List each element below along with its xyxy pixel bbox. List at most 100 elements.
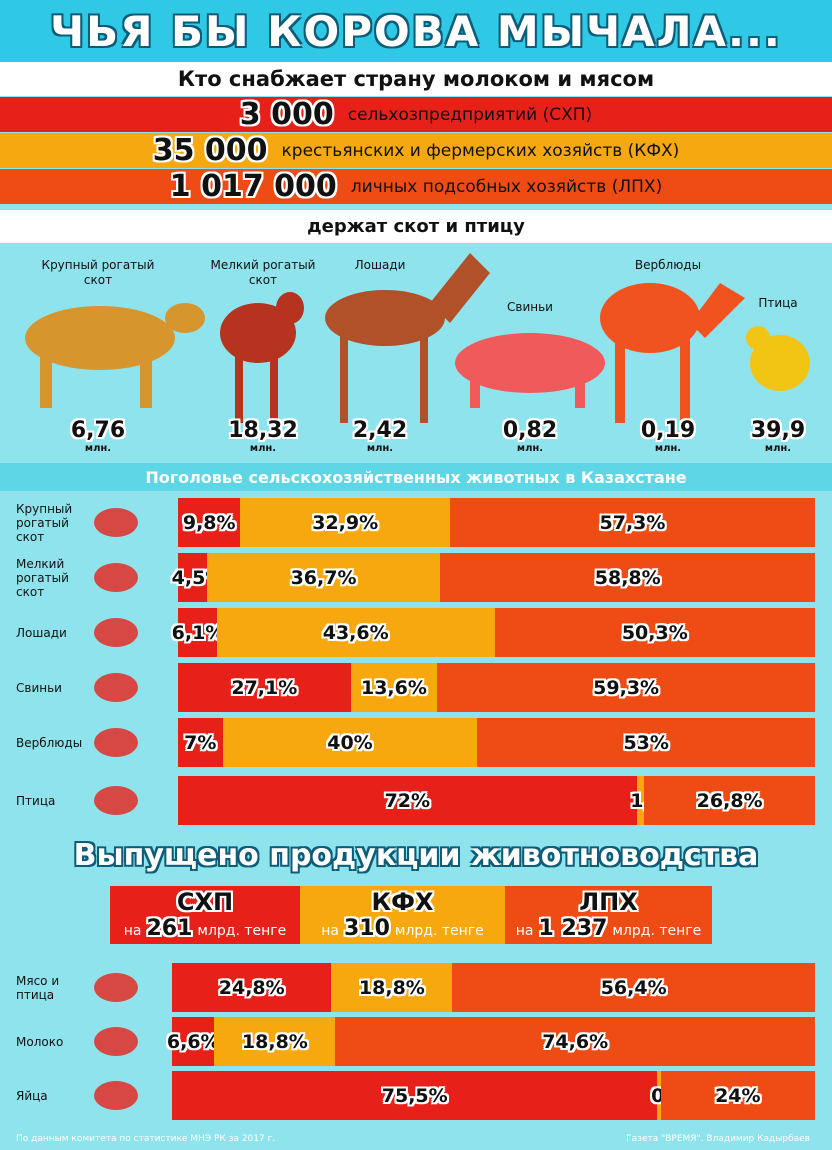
segment-label: 32,9% xyxy=(312,511,379,534)
footer-left: По данным комитета по статистике МНЭ РК … xyxy=(16,1134,276,1144)
bar-segment xyxy=(178,498,241,547)
stacked-bar: 72%1,2%26,8% xyxy=(178,776,815,825)
animal-count: 0,82 xyxy=(502,418,558,443)
subtitle: Кто снабжает страну молоком и мясом xyxy=(177,67,655,91)
animal-name: Птица xyxy=(758,296,798,310)
group-amount-line: на 1 237 млрд. тенге xyxy=(505,916,712,941)
bar-segment xyxy=(178,553,207,602)
row-name: Мелкий рогатый скот xyxy=(16,556,69,599)
horse xyxy=(325,253,490,423)
production-title: Выпущено продукции животноводства xyxy=(73,837,759,873)
producer-count: 3 000 xyxy=(239,97,334,132)
group-amount-line: на 310 млрд. тенге xyxy=(300,916,505,941)
group-amount-line: на 261 млрд. тенге xyxy=(110,916,300,941)
group-name: СХП xyxy=(176,888,234,916)
bar-segment xyxy=(477,718,815,767)
segment-label: 40% xyxy=(327,731,373,754)
animal-unit: млн. xyxy=(764,443,792,454)
bar-segment xyxy=(657,1071,661,1120)
segment-label: 6,6% xyxy=(166,1030,220,1053)
segment-label: 13,6% xyxy=(360,676,427,699)
row-icon xyxy=(94,786,138,815)
group-prefix: на xyxy=(123,923,142,939)
row-name: Свиньи xyxy=(16,680,62,695)
segment-label: 53% xyxy=(623,731,669,754)
bar-segment xyxy=(172,963,332,1012)
bar-segment xyxy=(449,498,815,547)
animal-illustrations xyxy=(25,253,810,423)
segment-label: 57,3% xyxy=(599,511,666,534)
row-icon xyxy=(94,618,138,647)
bar-segment xyxy=(178,776,637,825)
segment-label: 6,1% xyxy=(171,621,225,644)
row-icon xyxy=(94,1081,138,1110)
animal-unit: млн. xyxy=(516,443,544,454)
animal-name: Лошади xyxy=(354,258,406,272)
cow xyxy=(25,303,205,408)
bar-segment xyxy=(636,776,645,825)
hen xyxy=(746,326,810,391)
sheep xyxy=(220,292,304,423)
row-name: Птица xyxy=(16,793,56,808)
animal-unit: млн. xyxy=(654,443,682,454)
producer-band: 1 017 000 личных подсобных хозяйств (ЛПХ) xyxy=(0,169,832,204)
segment-label: 24% xyxy=(715,1084,761,1107)
keep-band: держат скот и птицу xyxy=(0,210,832,243)
group-amount: 310 xyxy=(343,916,390,941)
group-suffix: млрд. тенге xyxy=(612,923,702,939)
chart-title: Поголовье сельскохозяйственных животных … xyxy=(145,467,687,487)
row-name: Крупный рогатый скот xyxy=(16,501,73,544)
producer-band: 35 000 крестьянских и фермерских хозяйств… xyxy=(0,133,832,168)
producer-count: 1 017 000 xyxy=(169,169,337,204)
bar-segment xyxy=(644,776,815,825)
group-name: ЛПХ xyxy=(579,888,638,916)
segment-label: 9,8% xyxy=(182,511,236,534)
row-icon xyxy=(94,563,138,592)
row-icon xyxy=(94,508,138,537)
group-box: ЛПХ на 1 237 млрд. тенге xyxy=(505,886,712,944)
stacked-bar: 75,5%0,5%24% xyxy=(172,1071,815,1120)
animal-count: 0,19 xyxy=(640,418,696,443)
bar-segment xyxy=(172,1071,658,1120)
bar-segment xyxy=(222,718,478,767)
subtitle-band: Кто снабжает страну молоком и мясом xyxy=(0,62,832,96)
group-suffix: млрд. тенге xyxy=(197,923,287,939)
row-icon xyxy=(94,673,138,702)
bar-segment xyxy=(240,498,450,547)
bar-segment xyxy=(206,553,441,602)
bar-segment xyxy=(172,1017,215,1066)
segment-label: 24,8% xyxy=(218,976,285,999)
segment-label: 72% xyxy=(384,789,431,812)
producer-label: сельхозпредприятий (СХП) xyxy=(347,104,593,125)
bar-segment xyxy=(331,963,453,1012)
producer-label: крестьянских и фермерских хозяйств (КФХ) xyxy=(281,140,680,161)
animal-name: Крупный рогатый скот xyxy=(41,258,155,287)
segment-label: 50,3% xyxy=(621,621,688,644)
camel xyxy=(600,283,745,423)
segment-label: 74,6% xyxy=(542,1030,609,1053)
group-amount: 1 237 xyxy=(538,916,608,941)
stacked-bar: 27,1% 13,6% 59,3% xyxy=(178,663,815,712)
segment-label: 56,4% xyxy=(600,976,667,999)
stacked-bar: 4,5% 36,7% 58,8% xyxy=(172,553,815,602)
animal-count: 2,42 xyxy=(352,418,408,443)
segment-label: 58,8% xyxy=(594,566,661,589)
title: ЧЬЯ БЫ КОРОВА МЫЧАЛА... xyxy=(50,6,782,56)
footer-right: Газета "ВРЕМЯ". Владимир Кадырбаев xyxy=(626,1134,810,1144)
stacked-bar: 7% 40% 53% xyxy=(178,718,815,767)
group-prefix: на xyxy=(515,923,534,939)
segment-label: 59,3% xyxy=(593,676,660,699)
title-band: ЧЬЯ БЫ КОРОВА МЫЧАЛА... xyxy=(0,0,832,62)
segment-label: 18,8% xyxy=(241,1030,308,1053)
row-name: Верблюды xyxy=(16,735,83,750)
bar-segment xyxy=(178,663,351,712)
bar-segment xyxy=(350,663,438,712)
stacked-bar: 6,6% 18,8% 74,6% xyxy=(166,1017,815,1066)
keep-note: держат скот и птицу xyxy=(307,216,525,237)
pig xyxy=(455,333,605,408)
bar-segment xyxy=(437,663,815,712)
producer-label: личных подсобных хозяйств (ЛПХ) xyxy=(350,176,663,197)
bar-segment xyxy=(214,1017,336,1066)
row-icon xyxy=(94,728,138,757)
